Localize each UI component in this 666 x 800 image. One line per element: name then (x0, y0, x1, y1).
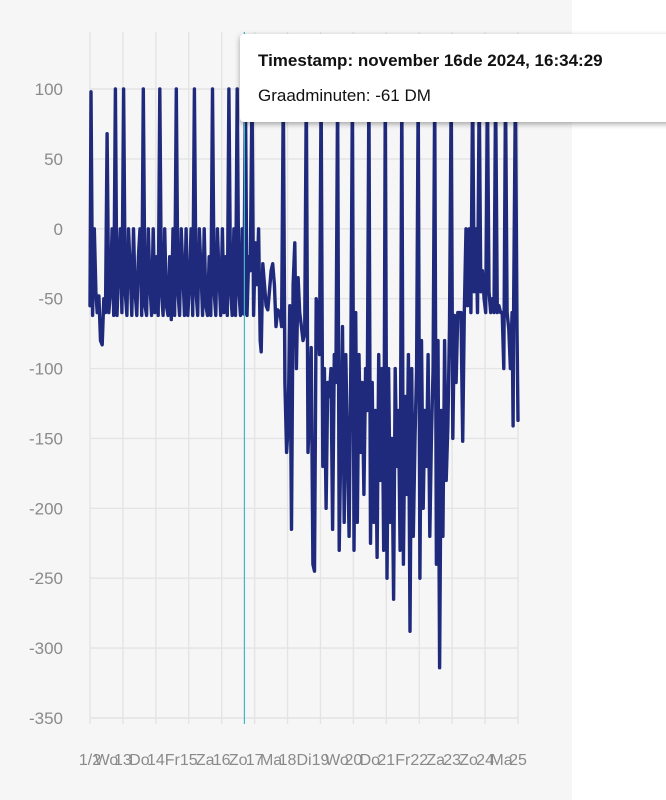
x-tick-label: Zo (229, 752, 248, 769)
y-axis-tick-labels: 100 50 0 -50 -100 -150 -200 -250 -300 -350 (29, 80, 63, 728)
x-tick-label: Di (296, 752, 311, 769)
tooltip-timestamp-row: Timestamp: november 16de 2024, 16:34:29 (258, 51, 603, 71)
x-tick-label: 20 (344, 752, 362, 769)
x-tick-label: 14 (147, 752, 165, 769)
x-tick-label: 15 (180, 752, 198, 769)
y-tick-label: -100 (29, 360, 63, 379)
x-tick-label: 25 (509, 752, 527, 769)
x-tick-label: 21 (377, 752, 395, 769)
x-tick-label: 1/2 (79, 752, 101, 769)
y-tick-label: -300 (29, 639, 63, 658)
y-tick-label: -250 (29, 569, 63, 588)
tooltip-metric-row: Graadminuten: -61 DM (258, 86, 431, 106)
x-tick-label: 13 (114, 752, 132, 769)
tooltip-timestamp-value: november 16de 2024, 16:34:29 (357, 51, 603, 70)
x-tick-label: 23 (443, 752, 461, 769)
tooltip-timestamp-label: Timestamp: (258, 51, 354, 70)
x-tick-label: 22 (410, 752, 428, 769)
y-tick-label: -350 (29, 709, 63, 728)
tooltip-metric-value: -61 DM (375, 86, 431, 105)
y-tick-label: -150 (29, 429, 63, 448)
series-line-graadminuten (88, 87, 520, 670)
x-tick-label: Do (360, 752, 381, 769)
hover-tooltip: Timestamp: november 16de 2024, 16:34:29 … (240, 34, 666, 122)
x-tick-label: Do (129, 752, 150, 769)
x-tick-label: Fr (395, 752, 411, 769)
x-tick-label: Fr (165, 752, 181, 769)
x-tick-label: Wo (325, 752, 349, 769)
y-tick-label: 100 (35, 80, 63, 99)
x-tick-label: 24 (476, 752, 494, 769)
tooltip-metric-label: Graadminuten: (258, 86, 371, 105)
x-tick-label: 16 (213, 752, 231, 769)
x-tick-label: 19 (312, 752, 330, 769)
x-tick-label: Za (426, 752, 445, 769)
y-tick-label: 0 (54, 220, 63, 239)
x-tick-label: 18 (279, 752, 297, 769)
x-tick-label: 17 (246, 752, 264, 769)
y-tick-label: -200 (29, 499, 63, 518)
x-tick-label: Wo (95, 752, 119, 769)
x-tick-label: Ma (490, 752, 512, 769)
x-tick-label: Ma (260, 752, 282, 769)
x-tick-label: Zo (459, 752, 478, 769)
y-tick-label: -50 (38, 290, 63, 309)
x-tick-label: Za (196, 752, 215, 769)
y-tick-label: 50 (44, 150, 63, 169)
